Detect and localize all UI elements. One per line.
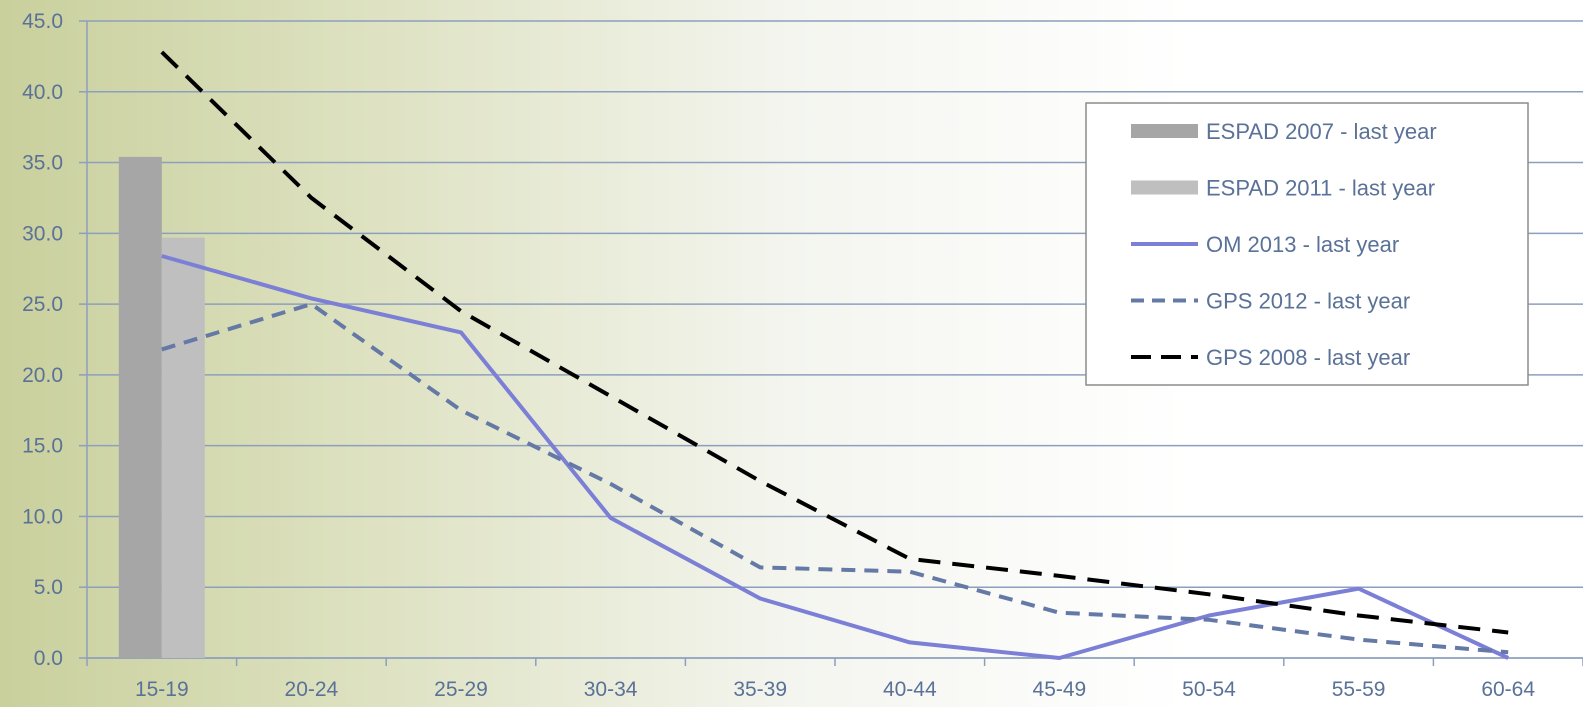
x-tick-label: 20-24 (285, 678, 339, 701)
x-tick-label: 60-64 (1481, 678, 1535, 701)
x-tick-label: 40-44 (883, 678, 937, 701)
legend-swatch (1131, 124, 1198, 138)
bars (118, 156, 205, 659)
y-tick-label: 30.0 (22, 222, 63, 245)
y-tick-labels: 0.0 5.0 10.0 15.0 20.0 25.0 30.0 35.0 40.0 45.0 (22, 10, 63, 670)
y-tick-label: 35.0 (22, 152, 63, 175)
series-line (161, 254, 1510, 660)
x-tick-label: 45-49 (1033, 678, 1087, 701)
series-lines (160, 50, 1510, 660)
y-tick-label: 20.0 (22, 364, 63, 387)
y-tick-label: 10.0 (22, 505, 63, 528)
x-tick-label: 55-59 (1332, 678, 1386, 701)
y-tick-label: 25.0 (22, 293, 63, 316)
legend-label: ESPAD 2011 - last year (1206, 176, 1435, 201)
x-tick-label: 35-39 (733, 678, 787, 701)
legend: ESPAD 2007 - last year ESPAD 2011 - last … (1085, 102, 1529, 386)
series-line (161, 302, 1509, 655)
y-tick-label: 45.0 (22, 10, 63, 33)
x-tick-label: 50-54 (1182, 678, 1236, 701)
x-tick-labels: 15-19 20-24 25-29 30-34 35-39 40-44 45-49 50-54… (135, 678, 1535, 701)
legend-swatch (1131, 180, 1198, 195)
y-tick-label: 0.0 (34, 647, 63, 670)
x-tick-label: 25-29 (434, 678, 488, 701)
bar (118, 156, 162, 659)
y-tick-label: 40.0 (22, 81, 63, 104)
x-tick-label: 30-34 (584, 678, 638, 701)
legend-label: ESPAD 2007 - last year (1206, 119, 1437, 144)
bar (161, 237, 205, 658)
legend-label: GPS 2012 - last year (1206, 289, 1410, 314)
x-tick-label: 15-19 (135, 678, 189, 701)
legend-box (1085, 102, 1529, 386)
y-tick-label: 15.0 (22, 435, 63, 458)
legend-label: GPS 2008 - last year (1206, 345, 1410, 370)
y-tick-label: 5.0 (34, 576, 63, 599)
legend-label: OM 2013 - last year (1206, 232, 1399, 257)
series-line (160, 50, 1509, 635)
axes (79, 20, 1583, 666)
